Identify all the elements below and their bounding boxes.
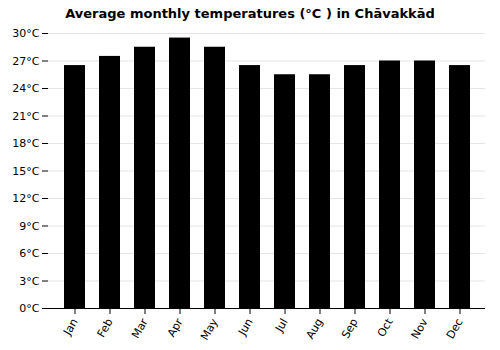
svg-text:12°C: 12°C [12, 192, 39, 205]
svg-text:Apr: Apr [165, 316, 186, 339]
svg-text:0°C: 0°C [19, 302, 39, 315]
svg-text:Feb: Feb [95, 316, 116, 339]
svg-text:27°C: 27°C [12, 55, 39, 68]
svg-text:Aug: Aug [304, 316, 326, 341]
svg-text:18°C: 18°C [12, 137, 39, 150]
svg-text:Jan: Jan [60, 316, 80, 338]
svg-text:May: May [198, 316, 221, 343]
svg-text:3°C: 3°C [19, 275, 39, 288]
svg-text:Sep: Sep [339, 316, 361, 340]
svg-text:Nov: Nov [409, 316, 431, 342]
svg-text:6°C: 6°C [19, 247, 39, 260]
svg-text:15°C: 15°C [12, 165, 39, 178]
svg-text:Mar: Mar [129, 316, 151, 341]
svg-text:Dec: Dec [444, 316, 466, 341]
svg-text:Jul: Jul [272, 316, 290, 335]
svg-text:30°C: 30°C [12, 27, 39, 40]
svg-text:Jun: Jun [235, 316, 255, 338]
svg-text:Oct: Oct [375, 316, 396, 340]
svg-text:24°C: 24°C [12, 82, 39, 95]
svg-text:9°C: 9°C [19, 220, 39, 233]
svg-text:21°C: 21°C [12, 110, 39, 123]
html-text:Average monthly temperatures (: Average monthly temperatures (°C ) in Ch… [65, 6, 435, 21]
